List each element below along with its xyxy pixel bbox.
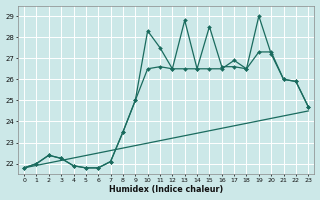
- X-axis label: Humidex (Indice chaleur): Humidex (Indice chaleur): [109, 185, 223, 194]
